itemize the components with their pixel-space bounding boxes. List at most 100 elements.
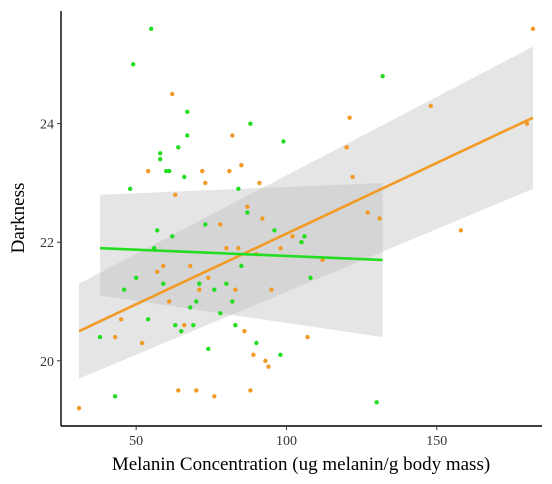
data-point <box>194 388 199 393</box>
confidence-bands <box>79 46 533 379</box>
data-point <box>130 62 136 67</box>
data-point <box>377 216 382 221</box>
data-point <box>176 145 181 150</box>
data-point <box>112 334 118 340</box>
data-point <box>218 222 223 227</box>
data-point <box>524 121 530 126</box>
data-point <box>278 245 283 251</box>
y-axis-title: Darkness <box>8 183 29 254</box>
data-point <box>133 275 139 280</box>
data-point <box>269 287 274 292</box>
data-point <box>188 305 193 310</box>
data-point <box>203 180 208 186</box>
data-point <box>248 121 253 126</box>
data-point <box>308 275 313 280</box>
data-point <box>197 287 202 292</box>
regression-lines <box>78 116 534 333</box>
data-point <box>145 168 151 174</box>
data-point <box>281 139 286 144</box>
data-point <box>236 245 241 251</box>
data-point <box>185 109 190 114</box>
data-point <box>305 334 310 340</box>
data-point <box>155 269 160 275</box>
data-point <box>227 168 232 174</box>
data-point <box>206 346 211 352</box>
data-point <box>347 115 352 120</box>
data-point <box>530 26 536 31</box>
data-point <box>236 186 241 192</box>
data-point <box>230 299 235 304</box>
data-point <box>145 317 151 322</box>
x-axis-title: Melanin Concentration (ug melanin/g body… <box>112 454 490 475</box>
data-point <box>350 174 355 180</box>
data-point <box>260 216 265 221</box>
axes <box>60 11 542 427</box>
data-point <box>76 406 82 411</box>
data-point <box>200 168 205 174</box>
data-point <box>148 26 154 31</box>
data-point <box>173 323 178 328</box>
y-tick-label: 20 <box>40 355 54 370</box>
data-point <box>158 151 163 156</box>
data-point <box>239 263 244 269</box>
data-point <box>185 133 190 138</box>
data-point <box>218 311 223 316</box>
data-point <box>458 228 464 233</box>
data-point <box>203 222 208 227</box>
x-tick-label: 50 <box>129 434 143 449</box>
data-point <box>170 91 175 97</box>
data-point <box>206 275 211 280</box>
data-point <box>155 228 160 233</box>
data-point <box>182 323 187 328</box>
regression-line-1 <box>100 246 383 262</box>
data-point <box>245 210 250 215</box>
data-point <box>112 394 118 399</box>
data-point <box>278 352 283 358</box>
data-point <box>139 340 145 346</box>
data-point <box>212 287 217 292</box>
axis-ticks: 50 100 150 20 22 24 <box>40 118 447 449</box>
data-point <box>239 162 244 168</box>
data-point <box>251 352 256 358</box>
y-tick-label: 22 <box>40 236 54 251</box>
data-point <box>161 281 166 286</box>
data-point <box>374 400 379 405</box>
data-point <box>158 157 163 162</box>
data-points <box>76 26 536 411</box>
data-point <box>182 174 187 180</box>
data-point <box>428 103 433 109</box>
data-point <box>290 234 295 239</box>
data-point <box>320 257 325 263</box>
data-point <box>248 388 253 393</box>
data-point <box>197 281 202 286</box>
x-tick-label: 100 <box>276 434 297 449</box>
data-point <box>263 358 268 363</box>
data-point <box>233 287 238 292</box>
data-point <box>299 240 304 245</box>
confidence-band-0 <box>79 46 533 379</box>
data-point <box>170 234 175 239</box>
data-point <box>167 299 172 304</box>
data-point <box>233 323 238 328</box>
data-point <box>167 168 172 174</box>
data-point <box>173 192 178 197</box>
regression-line-0 <box>78 116 534 333</box>
data-point <box>230 133 235 138</box>
data-point <box>121 287 127 292</box>
data-point <box>224 281 229 286</box>
data-point <box>344 145 349 150</box>
data-point <box>365 210 370 215</box>
data-point <box>272 228 277 233</box>
data-point <box>266 364 271 369</box>
data-point <box>380 74 385 79</box>
data-point <box>245 204 250 209</box>
data-point <box>127 186 133 192</box>
data-point <box>164 168 169 174</box>
data-point <box>254 340 259 346</box>
data-point <box>194 299 199 304</box>
data-point <box>118 317 124 322</box>
data-point <box>161 263 166 269</box>
data-point <box>224 245 229 251</box>
